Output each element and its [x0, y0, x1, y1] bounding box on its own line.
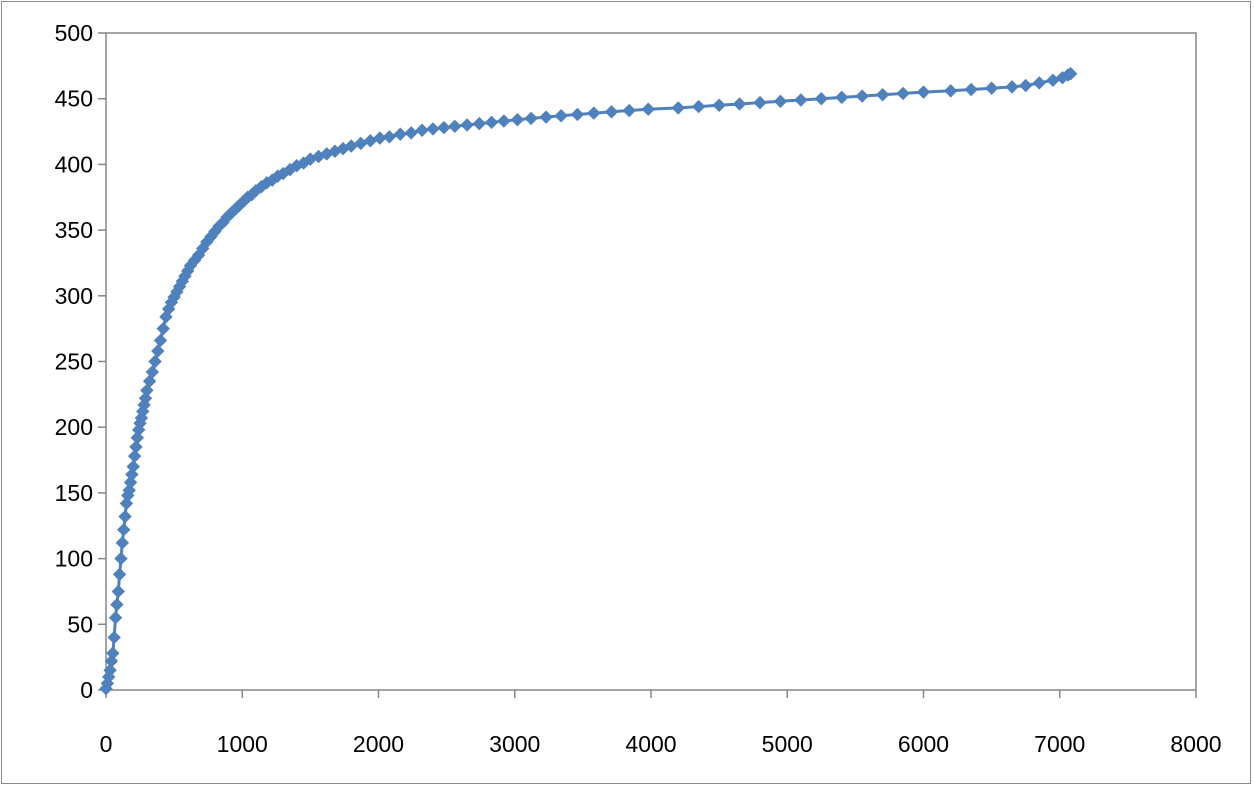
data-point-diamond [510, 113, 525, 127]
data-point-diamond [1018, 78, 1033, 93]
x-tick-label: 2000 [353, 731, 404, 757]
x-tick-label: 1000 [217, 731, 268, 757]
x-tick-label: 8000 [1170, 731, 1221, 757]
data-point-diamond [129, 440, 143, 454]
data-point-diamond [604, 105, 619, 119]
data-point-diamond [691, 99, 706, 114]
y-tick-label: 450 [55, 86, 93, 112]
data-point-diamond [103, 663, 117, 677]
data-point-diamond [460, 118, 474, 132]
data-point-diamond [415, 123, 429, 137]
y-tick-label: 250 [55, 349, 93, 375]
x-tick-label: 4000 [625, 731, 676, 757]
data-point-diamond [354, 136, 368, 151]
data-point-diamond [472, 116, 487, 131]
data-point-diamond [916, 85, 931, 99]
data-point-diamond [794, 93, 808, 107]
data-point-diamond [156, 321, 170, 336]
data-point-diamond [153, 333, 168, 348]
y-tick-label: 150 [55, 480, 93, 506]
data-point-diamond [108, 611, 123, 625]
data-point-diamond [437, 120, 451, 135]
x-axis: 0 1000 2000 3000 4000 5000 6000 7000 8000 [100, 690, 1222, 757]
data-point-diamond [112, 567, 127, 582]
data-point-diamond [484, 115, 499, 130]
data-point-diamond [497, 114, 511, 128]
data-point-diamond [671, 101, 685, 115]
data-point-diamond [773, 94, 788, 109]
plot-border [105, 32, 1197, 691]
data-point-diamond [404, 126, 418, 140]
data-point-diamond [855, 89, 869, 103]
data-point-diamond [115, 536, 130, 550]
data-point-diamond [1005, 80, 1019, 94]
x-tick-label: 0 [100, 731, 113, 757]
data-point-diamond [944, 84, 958, 98]
data-point-diamond [984, 81, 999, 95]
y-axis: 0 50 100 150 200 250 300 350 400 450 500 [55, 20, 106, 703]
data-point-diamond [126, 459, 140, 474]
data-point-diamond [145, 365, 160, 379]
data-point-diamond [151, 344, 165, 358]
y-tick-label: 500 [55, 20, 93, 46]
data-point-diamond [641, 102, 655, 116]
x-tick-label: 6000 [898, 731, 949, 757]
data-point-diamond [107, 630, 121, 645]
data-point-diamond [622, 103, 636, 118]
data-point-diamond [964, 82, 978, 97]
data-point-diamond [1046, 73, 1060, 88]
y-tick-label: 200 [55, 414, 93, 440]
data-point-diamond [110, 597, 124, 612]
data-point-diamond [570, 107, 585, 122]
data-point-diamond [753, 95, 767, 110]
data-point-diamond [587, 106, 601, 120]
x-tick-label: 3000 [489, 731, 540, 757]
series-polyline [104, 72, 1072, 690]
y-tick-label: 350 [55, 217, 93, 243]
data-point-diamond [1063, 67, 1078, 81]
data-point-diamond [875, 88, 890, 102]
data-point-diamond [114, 551, 128, 566]
y-tick-label: 100 [55, 546, 93, 572]
y-tick-label: 400 [55, 151, 93, 177]
x-tick-label: 5000 [762, 731, 813, 757]
y-tick-label: 0 [80, 677, 93, 703]
plot-area [105, 32, 1197, 691]
data-point-diamond [448, 119, 462, 134]
data-point-diamond [382, 130, 397, 144]
data-point-diamond [835, 90, 849, 105]
data-point-diamond [106, 646, 120, 660]
data-point-diamond [393, 127, 408, 141]
data-point-diamond [118, 509, 132, 524]
data-point-diamond [712, 98, 726, 112]
data-point-diamond [148, 354, 162, 369]
data-point-diamond [1032, 76, 1047, 90]
data-point-diamond [117, 522, 131, 537]
data-point-diamond [896, 86, 910, 101]
data-point-diamond [524, 111, 538, 126]
data-point-diamond [732, 97, 747, 111]
data-point-diamond [554, 109, 568, 123]
series-points [99, 67, 1078, 696]
data-point-diamond [426, 122, 440, 136]
y-tick-label: 300 [55, 283, 93, 309]
y-tick-label: 50 [67, 611, 93, 637]
series-line [104, 72, 1072, 690]
data-point-diamond [363, 134, 378, 148]
data-point-diamond [814, 91, 829, 106]
data-point-diamond [127, 449, 142, 463]
x-tick-label: 7000 [1034, 731, 1085, 757]
data-point-diamond [539, 110, 553, 124]
data-point-diamond [111, 584, 125, 599]
